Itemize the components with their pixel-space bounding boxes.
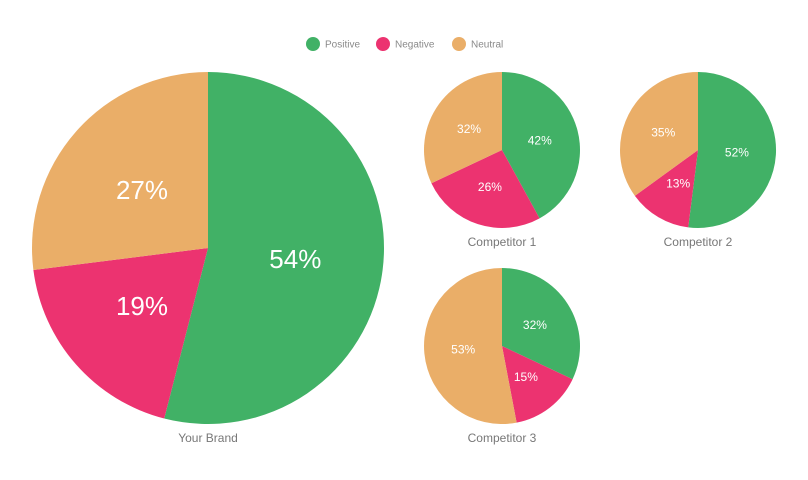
pies: 54% 19% 27% Your Brand 42% 26% 32% Competitor 1… [32, 71, 777, 445]
pie-slice-negative [431, 150, 540, 229]
pie-slice-neutral [424, 268, 517, 424]
slice-label-neutral: 35% [651, 125, 675, 139]
slice-label-negative: 15% [514, 370, 538, 384]
slice-label-positive: 52% [725, 145, 749, 159]
slice-label-neutral: 53% [451, 343, 475, 357]
pie-chart-competitor-2: 52% 13% 35% Competitor 2 [620, 71, 777, 249]
slice-label-negative: 26% [478, 180, 502, 194]
slice-label-positive: 32% [523, 318, 547, 332]
legend-label-negative: Negative [395, 40, 435, 51]
pie-title: Competitor 3 [468, 431, 537, 445]
pie-chart-competitor-1: 42% 26% 32% Competitor 1 [423, 71, 580, 249]
pie-slice-neutral [620, 72, 698, 196]
pie-title: Competitor 2 [664, 235, 733, 249]
legend-swatch-neutral [452, 37, 466, 51]
pie-slice-positive [502, 268, 581, 380]
pie-slice-neutral [423, 71, 502, 184]
slice-label-positive: 42% [528, 133, 552, 147]
legend-label-positive: Positive [325, 40, 360, 51]
slice-label-neutral: 32% [457, 122, 481, 136]
pie-slice-negative [502, 346, 573, 423]
pie-slice-negative [634, 150, 698, 228]
legend-swatch-positive [306, 37, 320, 51]
slice-label-positive: 54% [269, 244, 321, 274]
pie-chart-competitor-3: 32% 15% 53% Competitor 3 [424, 268, 581, 445]
legend-swatch-negative [376, 37, 390, 51]
slice-label-negative: 13% [666, 177, 690, 191]
legend: Positive Negative Neutral [306, 37, 503, 51]
legend-label-neutral: Neutral [471, 40, 503, 51]
slice-label-negative: 19% [116, 291, 168, 321]
pie-slice-positive [688, 71, 777, 228]
pie-slice-negative [33, 248, 208, 419]
slice-label-neutral: 27% [116, 175, 168, 205]
pie-slice-neutral [32, 72, 208, 271]
pie-title: Your Brand [178, 431, 238, 445]
pie-slice-positive [502, 72, 580, 219]
pie-title: Competitor 1 [468, 235, 537, 249]
pie-chart-your-brand: 54% 19% 27% Your Brand [32, 72, 385, 445]
pie-slice-positive [164, 72, 385, 424]
